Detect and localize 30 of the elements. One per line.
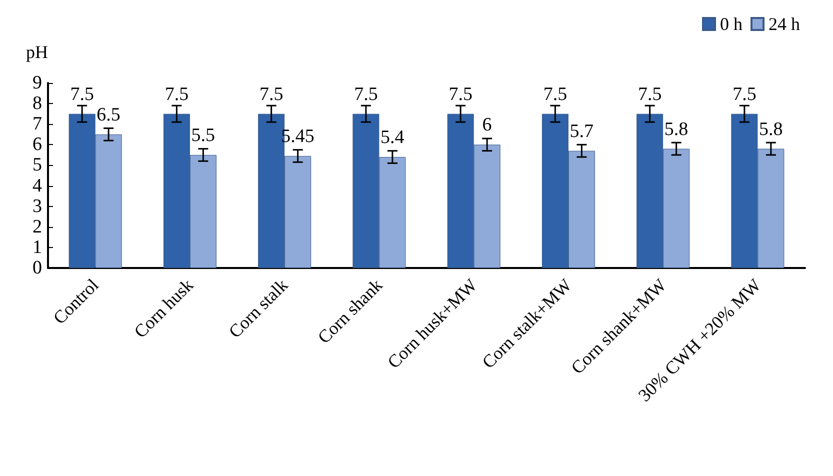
y-axis-title: pH bbox=[26, 42, 48, 62]
y-tick-label: 1 bbox=[32, 236, 42, 258]
data-label: 7.5 bbox=[164, 84, 189, 105]
y-tick-label: 3 bbox=[32, 196, 42, 217]
data-label: 7.5 bbox=[732, 84, 756, 105]
x-tick-label: Corn husk bbox=[130, 274, 198, 342]
data-label: 7.5 bbox=[448, 84, 472, 105]
data-label: 5.5 bbox=[191, 124, 216, 146]
data-label: 5.8 bbox=[664, 118, 688, 140]
legend-label: 0 h bbox=[720, 14, 742, 34]
y-tick-label: 2 bbox=[32, 216, 42, 238]
data-label: 7.5 bbox=[259, 84, 284, 105]
data-label: 5.8 bbox=[759, 118, 783, 140]
data-label: 6 bbox=[482, 114, 492, 136]
y-tick-label: 8 bbox=[32, 93, 42, 114]
data-label: 5.7 bbox=[570, 120, 594, 142]
data-label: 7.5 bbox=[543, 84, 568, 105]
y-tick-label: 0 bbox=[32, 258, 42, 278]
x-tick-label: Corn stalk bbox=[224, 274, 292, 342]
data-label: 7.5 bbox=[638, 84, 662, 105]
y-tick-label: 9 bbox=[32, 72, 42, 94]
data-label: 7.5 bbox=[354, 84, 378, 105]
y-tick-label: 5 bbox=[32, 154, 42, 176]
y-tick-label: 6 bbox=[32, 134, 42, 156]
y-tick-label: 4 bbox=[32, 175, 42, 196]
data-label: 7.5 bbox=[70, 84, 94, 105]
legend-label: 24 h bbox=[768, 14, 800, 34]
data-label: 6.5 bbox=[96, 104, 120, 126]
data-label: 5.4 bbox=[380, 127, 405, 148]
y-tick-label: 7 bbox=[32, 114, 42, 135]
